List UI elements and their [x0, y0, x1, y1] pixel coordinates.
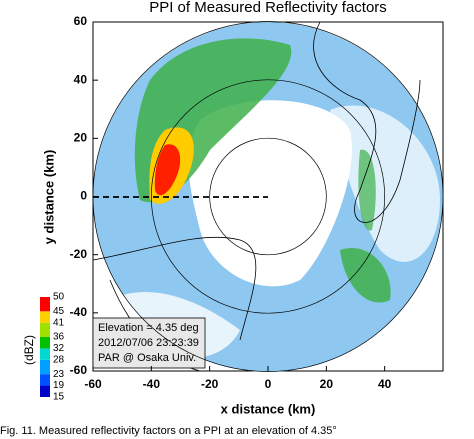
colorbar-segment [40, 311, 50, 323]
x-tick-label: -60 [84, 377, 102, 391]
colorbar-segment [40, 348, 50, 360]
colorbar-tick-label: 19 [53, 380, 65, 391]
y-tick-label: 0 [80, 189, 87, 203]
colorbar-tick-label: 15 [53, 392, 65, 403]
annotation-text: 2012/07/06 23:23:39 [98, 337, 199, 349]
x-tick-label: -40 [143, 377, 161, 391]
caption: Fig. 11. Measured reflectivity factors o… [0, 425, 337, 437]
x-tick-label: 0 [265, 377, 272, 391]
x-tick-label: 40 [378, 377, 392, 391]
x-axis-label: x distance (km) [221, 401, 316, 416]
colorbar-tick-label: 36 [53, 332, 65, 343]
y-tick-label: -40 [70, 305, 88, 319]
coastline [313, 21, 421, 223]
annotation-text: PAR @ Osaka Univ. [98, 352, 196, 364]
colorbar-segment [40, 374, 50, 386]
range-ring [150, 79, 386, 314]
range-ring [209, 137, 327, 256]
y-tick-label: 60 [74, 14, 88, 28]
y-tick-label: -60 [70, 363, 88, 377]
colorbar-segment [40, 359, 50, 375]
colorbar-label: (dBZ) [22, 335, 36, 365]
colorbar-segment [40, 337, 50, 349]
chart-title: PPI of Measured Reflectivity factors [149, 0, 387, 16]
colorbar-segment [40, 297, 50, 312]
annotation-text: Elevation = 4.35 deg [98, 322, 199, 334]
colorbar-tick-label: 32 [53, 343, 65, 354]
annotation-box [92, 317, 206, 369]
colorbar-segment [40, 322, 50, 337]
colorbar-tick-label: 23 [53, 369, 65, 380]
y-tick-label: 20 [74, 131, 88, 145]
colorbar-tick-label: 50 [53, 292, 65, 303]
y-axis-label: y distance (km) [41, 150, 56, 245]
colorbar-tick-label: 28 [53, 354, 65, 365]
y-tick-label: 40 [74, 72, 88, 86]
y-tick-label: -20 [70, 247, 88, 261]
colorbar-segment [40, 385, 50, 397]
x-tick-label: -20 [201, 377, 219, 391]
x-tick-label: 20 [320, 377, 334, 391]
colorbar-tick-label: 41 [53, 317, 65, 328]
colorbar-tick-label: 45 [53, 306, 65, 317]
